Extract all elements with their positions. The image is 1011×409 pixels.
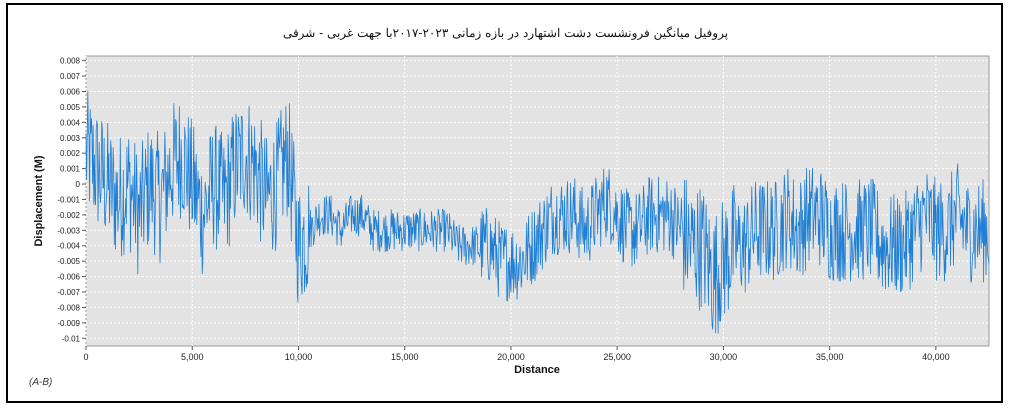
- x-tick-label: 25,000: [603, 352, 631, 362]
- y-tick-label: -0.008: [57, 303, 80, 312]
- y-tick-label: 0.007: [60, 72, 81, 81]
- y-tick-label: 0.005: [60, 103, 81, 112]
- y-tick-label: 0.001: [60, 165, 81, 174]
- y-tick-label: 0.004: [60, 118, 81, 127]
- x-tick-label: 20,000: [497, 352, 525, 362]
- x-tick-label: 15,000: [391, 352, 419, 362]
- figure-caption: (A-B): [29, 377, 53, 388]
- y-tick-label: 0.002: [60, 149, 81, 158]
- y-axis-label: Displacement (M): [33, 155, 45, 246]
- series-group: [85, 91, 990, 334]
- y-tick-label: 0.008: [60, 57, 81, 66]
- x-tick-label: 0: [83, 352, 88, 362]
- x-tick-label: 30,000: [710, 352, 738, 362]
- y-tick-label: -0.01: [62, 334, 81, 343]
- y-tick-label: -0.001: [57, 195, 80, 204]
- series-line: [85, 91, 990, 334]
- y-tick-label: -0.009: [57, 319, 80, 328]
- y-tick-label: -0.004: [57, 242, 80, 251]
- y-tick-label: -0.005: [57, 257, 80, 266]
- y-tick-label: -0.006: [57, 273, 80, 282]
- chart-title: پروفیل میانگین فرونشست دشت اشتهارد در با…: [282, 26, 729, 40]
- grid-lines: [85, 56, 989, 346]
- y-axis-ticks: 0.008 0.007 0.006 0.005 0.004 0.003 0.002 0.001…: [57, 57, 86, 343]
- y-tick-label: -0.002: [57, 211, 80, 220]
- y-tick-label: 0: [76, 180, 81, 189]
- x-axis-label: Distance: [514, 364, 560, 376]
- x-tick-label: 40,000: [922, 352, 950, 362]
- plot-area: [85, 55, 990, 347]
- y-tick-label: -0.007: [57, 288, 80, 297]
- y-tick-label: 0.003: [60, 134, 81, 143]
- y-tick-label: 0.006: [60, 87, 81, 96]
- y-tick-label: -0.003: [57, 226, 80, 235]
- x-tick-label: 35,000: [816, 352, 844, 362]
- x-axis-ticks: 0 5,000 10,000 15,000 20,000 25,000 30,000 35,0…: [83, 346, 950, 362]
- x-tick-label: 10,000: [285, 352, 313, 362]
- x-tick-label: 5,000: [181, 352, 204, 362]
